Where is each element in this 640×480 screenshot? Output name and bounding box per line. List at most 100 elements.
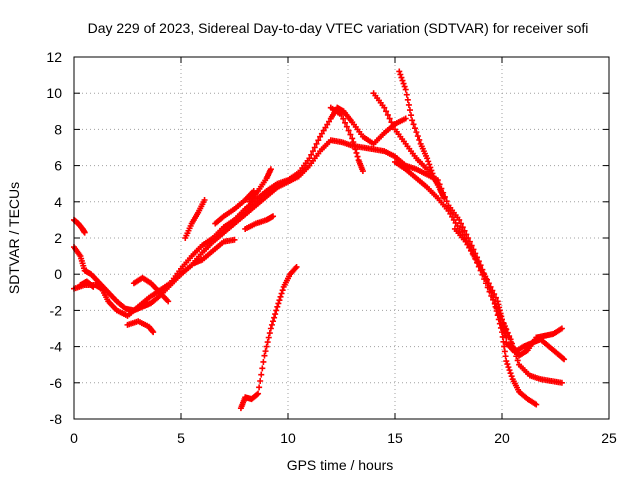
data-point bbox=[326, 118, 333, 125]
grid bbox=[73, 56, 610, 420]
data-point bbox=[338, 111, 345, 118]
data-point bbox=[485, 280, 492, 287]
y-tick-label: -6 bbox=[50, 375, 63, 391]
data-point bbox=[505, 364, 512, 371]
data-point bbox=[467, 247, 474, 254]
data-point bbox=[402, 86, 409, 93]
data-point bbox=[390, 122, 397, 129]
data-point bbox=[317, 133, 324, 140]
data-point bbox=[473, 256, 480, 263]
x-tick-label: 25 bbox=[601, 430, 617, 446]
data-point bbox=[495, 316, 502, 323]
data-point bbox=[322, 124, 329, 131]
data-point bbox=[277, 293, 284, 300]
data-point bbox=[482, 273, 489, 280]
data-point bbox=[308, 151, 315, 158]
y-tick-label: -8 bbox=[50, 411, 63, 427]
data-point bbox=[89, 282, 96, 289]
data-point bbox=[478, 266, 485, 273]
data-point bbox=[449, 213, 456, 220]
data-point bbox=[402, 115, 409, 122]
y-tick-label: 2 bbox=[54, 230, 62, 246]
data-point bbox=[231, 236, 238, 243]
data-marks bbox=[71, 68, 568, 412]
data-point bbox=[476, 263, 483, 270]
data-point bbox=[273, 307, 280, 314]
data-point bbox=[349, 135, 356, 142]
y-tick-label: 10 bbox=[46, 85, 62, 101]
data-point bbox=[276, 297, 283, 304]
data-point bbox=[359, 168, 366, 175]
data-point bbox=[507, 336, 514, 343]
data-point bbox=[260, 358, 267, 365]
data-point bbox=[409, 117, 416, 124]
data-point bbox=[466, 244, 473, 251]
data-point bbox=[464, 241, 471, 248]
data-point bbox=[497, 324, 504, 331]
data-point bbox=[487, 283, 494, 290]
data-point bbox=[561, 356, 568, 363]
data-point bbox=[501, 323, 508, 330]
y-tick-label: 8 bbox=[54, 121, 62, 137]
data-point bbox=[90, 283, 97, 290]
data-point bbox=[506, 333, 513, 340]
data-point bbox=[399, 77, 406, 84]
data-point bbox=[258, 371, 265, 378]
data-point bbox=[384, 111, 391, 118]
data-point bbox=[558, 379, 565, 386]
x-tick-label: 0 bbox=[70, 430, 78, 446]
data-point bbox=[278, 290, 285, 297]
data-point bbox=[311, 144, 318, 151]
y-tick-label: -4 bbox=[50, 339, 63, 355]
series-track-l bbox=[237, 263, 300, 412]
data-point bbox=[350, 139, 357, 146]
data-point bbox=[452, 219, 459, 226]
data-point bbox=[503, 358, 510, 365]
data-point bbox=[353, 149, 360, 156]
data-point bbox=[267, 325, 274, 332]
data-point bbox=[347, 131, 354, 138]
data-point bbox=[201, 196, 208, 203]
data-point bbox=[504, 329, 511, 336]
data-point bbox=[457, 220, 464, 227]
data-point bbox=[475, 260, 482, 267]
data-point bbox=[318, 130, 325, 137]
data-point bbox=[388, 119, 395, 126]
data-point bbox=[274, 303, 281, 310]
data-point bbox=[272, 311, 279, 318]
series-track-q bbox=[451, 225, 565, 386]
data-point bbox=[506, 367, 513, 374]
data-point bbox=[352, 146, 359, 153]
data-point bbox=[81, 229, 88, 236]
data-point bbox=[324, 121, 331, 128]
data-point bbox=[471, 253, 478, 260]
chart-title: Day 229 of 2023, Sidereal Day-to-day VTE… bbox=[88, 20, 589, 36]
y-tick-label: -2 bbox=[50, 302, 63, 318]
data-point bbox=[426, 161, 433, 168]
data-point bbox=[507, 370, 514, 377]
x-tick-label: 15 bbox=[387, 430, 403, 446]
data-point bbox=[559, 355, 566, 362]
data-point bbox=[275, 300, 282, 307]
data-point bbox=[456, 216, 463, 223]
data-point bbox=[484, 276, 491, 283]
series-track-o bbox=[396, 68, 448, 202]
y-tick-label: 0 bbox=[54, 266, 62, 282]
data-point bbox=[253, 391, 260, 398]
data-point bbox=[397, 71, 404, 78]
series-track-b bbox=[71, 104, 409, 319]
data-point bbox=[411, 125, 418, 132]
data-point bbox=[150, 329, 157, 336]
data-point bbox=[313, 140, 320, 147]
data-point bbox=[340, 115, 347, 122]
y-axis-label: SDTVAR / TECUs bbox=[6, 182, 22, 294]
data-point bbox=[425, 158, 432, 165]
data-point bbox=[416, 136, 423, 143]
data-point bbox=[410, 121, 417, 128]
y-tick-label: 12 bbox=[46, 49, 62, 65]
data-point bbox=[396, 68, 403, 75]
data-point bbox=[263, 343, 270, 350]
data-point bbox=[503, 326, 510, 333]
data-point bbox=[309, 148, 316, 155]
